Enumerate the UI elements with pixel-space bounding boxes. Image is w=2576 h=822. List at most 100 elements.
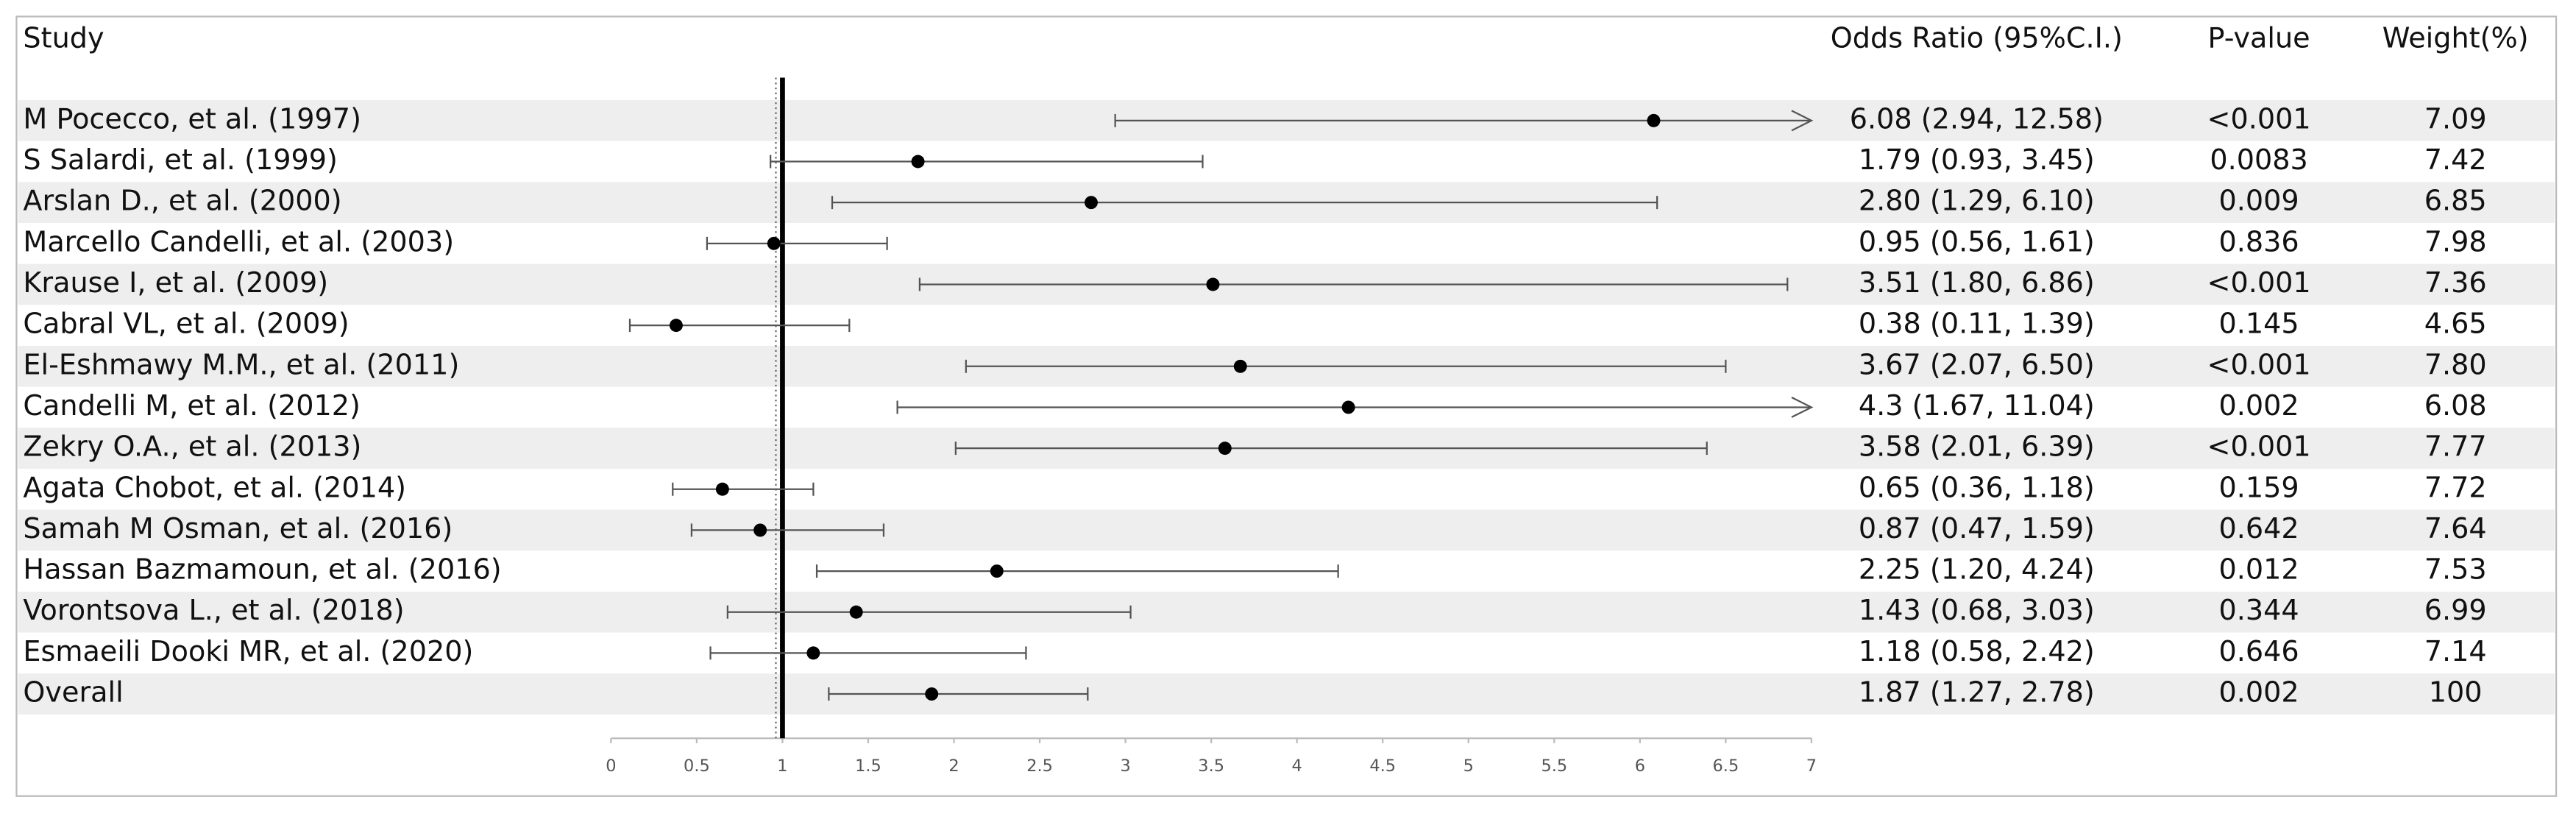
p-value: 0.002 bbox=[2219, 389, 2299, 422]
x-tick-label: 1 bbox=[777, 757, 787, 776]
x-tick-label: 0.5 bbox=[684, 757, 710, 776]
estimate-label: 0.65 (0.36, 1.18) bbox=[1859, 471, 2095, 503]
weight: 6.99 bbox=[2424, 594, 2487, 626]
weight: 100 bbox=[2429, 676, 2483, 709]
x-tick-label: 3 bbox=[1120, 757, 1130, 776]
study-label: El-Eshmawy M.M., et al. (2011) bbox=[23, 348, 459, 380]
point-estimate bbox=[849, 605, 863, 619]
p-value: 0.002 bbox=[2219, 676, 2299, 709]
p-value: 0.642 bbox=[2219, 512, 2299, 545]
weight-header: Weight(%) bbox=[2382, 21, 2529, 54]
x-tick-label: 6 bbox=[1635, 757, 1645, 776]
p-value: 0.0083 bbox=[2210, 144, 2307, 176]
point-estimate bbox=[1206, 277, 1220, 291]
x-tick-label: 4 bbox=[1292, 757, 1302, 776]
ci-arrow bbox=[1791, 110, 1814, 132]
point-estimate bbox=[1085, 196, 1098, 210]
study-header: Study bbox=[23, 21, 104, 54]
p-header: P-value bbox=[2208, 21, 2310, 54]
p-value: 0.012 bbox=[2219, 553, 2299, 586]
weight: 6.08 bbox=[2424, 389, 2487, 422]
estimate-header: Odds Ratio (95%C.I.) bbox=[1831, 21, 2123, 54]
weight: 7.80 bbox=[2424, 348, 2487, 380]
point-estimate bbox=[911, 155, 925, 169]
study-label: Vorontsova L., et al. (2018) bbox=[23, 594, 404, 626]
point-estimate bbox=[715, 482, 729, 496]
estimate-label: 0.38 (0.11, 1.39) bbox=[1859, 308, 2095, 340]
row-stripe bbox=[18, 509, 2555, 551]
row-stripe bbox=[18, 673, 2555, 715]
study-label: Arslan D., et al. (2000) bbox=[23, 185, 341, 217]
p-value: 0.145 bbox=[2219, 308, 2299, 340]
point-estimate bbox=[669, 319, 683, 333]
study-label: Candelli M, et al. (2012) bbox=[23, 389, 361, 422]
study-label: Samah M Osman, et al. (2016) bbox=[23, 512, 453, 545]
point-estimate bbox=[767, 236, 781, 250]
weight: 7.42 bbox=[2424, 144, 2487, 176]
estimate-label: 1.87 (1.27, 2.78) bbox=[1859, 676, 2095, 709]
estimate-label: 1.79 (0.93, 3.45) bbox=[1859, 144, 2095, 176]
p-value: 0.836 bbox=[2219, 225, 2299, 258]
weight: 7.36 bbox=[2424, 266, 2487, 299]
x-tick-label: 3.5 bbox=[1198, 757, 1224, 776]
study-label: Krause I, et al. (2009) bbox=[23, 266, 328, 299]
x-tick-label: 1.5 bbox=[855, 757, 881, 776]
x-tick-label: 2.5 bbox=[1026, 757, 1053, 776]
point-estimate bbox=[1218, 442, 1232, 456]
estimate-label: 1.18 (0.58, 2.42) bbox=[1859, 635, 2095, 667]
p-value: <0.001 bbox=[2207, 431, 2311, 463]
row-stripe bbox=[18, 591, 2555, 633]
study-label: Hassan Bazmamoun, et al. (2016) bbox=[23, 553, 501, 586]
x-tick-label: 4.5 bbox=[1369, 757, 1396, 776]
study-label: Zekry O.A., et al. (2013) bbox=[23, 431, 361, 463]
study-label: Agata Chobot, et al. (2014) bbox=[23, 471, 406, 503]
weight: 7.64 bbox=[2424, 512, 2487, 545]
estimate-label: 4.3 (1.67, 11.04) bbox=[1859, 389, 2095, 422]
point-estimate bbox=[806, 646, 820, 660]
estimate-label: 3.67 (2.07, 6.50) bbox=[1859, 348, 2095, 380]
estimate-label: 2.80 (1.29, 6.10) bbox=[1859, 185, 2095, 217]
point-estimate bbox=[1647, 113, 1661, 127]
weight: 4.65 bbox=[2424, 308, 2487, 340]
weight: 6.85 bbox=[2424, 185, 2487, 217]
x-tick-label: 5.5 bbox=[1541, 757, 1567, 776]
p-value: 0.646 bbox=[2219, 635, 2299, 667]
study-label: S Salardi, et al. (1999) bbox=[23, 144, 338, 176]
weight: 7.72 bbox=[2424, 471, 2487, 503]
point-estimate bbox=[925, 687, 939, 701]
p-value: <0.001 bbox=[2207, 348, 2311, 380]
study-label: Cabral VL, et al. (2009) bbox=[23, 308, 349, 340]
study-label: M Pocecco, et al. (1997) bbox=[23, 102, 361, 135]
weight: 7.09 bbox=[2424, 102, 2487, 135]
p-value: 0.159 bbox=[2219, 471, 2299, 503]
estimate-label: 3.51 (1.80, 6.86) bbox=[1859, 266, 2095, 299]
estimate-label: 0.87 (0.47, 1.59) bbox=[1859, 512, 2095, 545]
x-tick-label: 2 bbox=[948, 757, 959, 776]
x-tick-label: 5 bbox=[1463, 757, 1474, 776]
estimate-label: 0.95 (0.56, 1.61) bbox=[1859, 225, 2095, 258]
x-tick-label: 0 bbox=[606, 757, 616, 776]
frame bbox=[15, 15, 2558, 797]
estimate-label: 6.08 (2.94, 12.58) bbox=[1850, 102, 2104, 135]
study-label: Esmaeili Dooki MR, et al. (2020) bbox=[23, 635, 473, 667]
estimate-label: 1.43 (0.68, 3.03) bbox=[1859, 594, 2095, 626]
weight: 7.77 bbox=[2424, 431, 2487, 463]
weight: 7.53 bbox=[2424, 553, 2487, 586]
point-estimate bbox=[753, 523, 767, 537]
point-estimate bbox=[1233, 359, 1247, 373]
p-value: 0.009 bbox=[2219, 185, 2299, 217]
weight: 7.98 bbox=[2424, 225, 2487, 258]
point-estimate bbox=[990, 564, 1004, 578]
point-estimate bbox=[1341, 400, 1355, 414]
study-label: Overall bbox=[23, 676, 123, 709]
p-value: 0.344 bbox=[2219, 594, 2299, 626]
p-value: <0.001 bbox=[2207, 266, 2311, 299]
x-tick-label: 7 bbox=[1806, 757, 1817, 776]
weight: 7.14 bbox=[2424, 635, 2487, 667]
x-tick-label: 6.5 bbox=[1713, 757, 1739, 776]
estimate-label: 2.25 (1.20, 4.24) bbox=[1859, 553, 2095, 586]
p-value: <0.001 bbox=[2207, 102, 2311, 135]
ci-arrow bbox=[1791, 396, 1814, 418]
